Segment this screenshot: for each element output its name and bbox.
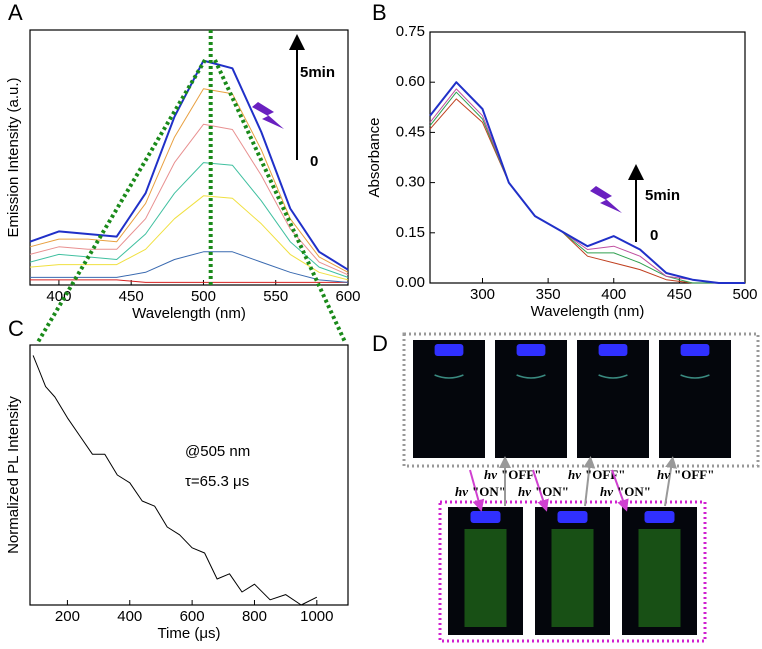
light-label: hν [518, 484, 531, 499]
x-axis-label: Wavelength (nm) [132, 305, 246, 322]
y-tick-label: 0.45 [396, 123, 425, 140]
y-tick-label: 0.30 [396, 174, 425, 191]
annotation: 5min [645, 187, 680, 204]
off-arrow [583, 456, 596, 507]
y-tick-label: 0.15 [396, 224, 425, 241]
photo [413, 340, 485, 458]
photo [659, 340, 731, 458]
zoom-line [36, 58, 207, 344]
vial-cap [557, 511, 588, 523]
vial-cap [470, 511, 501, 523]
x-axis-label: Time (μs) [157, 625, 220, 642]
annotation: 0 [310, 153, 318, 170]
panel-label: D [372, 331, 388, 356]
vial-rim [598, 374, 628, 379]
x-tick-label: 800 [242, 608, 267, 625]
photo [577, 340, 649, 458]
state-label: "ON" [472, 484, 506, 499]
plot-frame [29, 29, 349, 286]
x-tick-label: 550 [263, 288, 288, 305]
vial-rim [680, 374, 710, 379]
x-tick-label: 300 [470, 286, 495, 303]
panel-label: B [372, 0, 387, 25]
panel-label: C [8, 316, 24, 341]
x-tick-label: 500 [732, 286, 757, 303]
on-arrow [611, 469, 629, 512]
data-line [30, 251, 349, 283]
data-line [29, 195, 349, 281]
data-line [30, 279, 348, 283]
x-tick-label: 450 [667, 286, 692, 303]
photo [495, 340, 567, 458]
vial-cap [516, 344, 546, 356]
x-tick-label: 450 [119, 288, 144, 305]
light-label: hν [568, 467, 581, 482]
data-line [429, 81, 745, 284]
data-line [429, 91, 745, 284]
data-line [32, 355, 318, 606]
x-tick-label: 400 [601, 286, 626, 303]
state-label: "ON" [617, 484, 651, 499]
light-label: hν [484, 467, 497, 482]
light-label: hν [657, 467, 670, 482]
vial-cap [680, 344, 710, 356]
vial-cap [434, 344, 464, 356]
y-tick-label: 0.60 [396, 73, 425, 90]
x-tick-label: 200 [55, 608, 80, 625]
y-tick-label: 0.75 [396, 23, 425, 40]
off-arrow [664, 456, 677, 507]
annotation: 5min [300, 64, 335, 81]
annotation: @505 nm [185, 443, 250, 460]
x-tick-label: 500 [191, 288, 216, 305]
vial-glow [551, 529, 594, 627]
vial-rim [434, 374, 464, 379]
vial-glow [638, 529, 681, 627]
panel-label: A [8, 0, 23, 25]
vial-rim [516, 374, 546, 379]
x-tick-label: 350 [536, 286, 561, 303]
zoom-line [213, 59, 347, 343]
x-tick-label: 600 [180, 608, 205, 625]
vial-glow [464, 529, 507, 627]
y-axis-label: Absorbance [366, 117, 383, 197]
data-line [29, 123, 349, 276]
data-line [429, 98, 745, 284]
light-label: hν [455, 484, 468, 499]
on-arrow [532, 469, 549, 512]
off-frame [402, 332, 760, 468]
data-line [29, 162, 349, 278]
x-tick-label: 600 [335, 288, 360, 305]
data-line [29, 88, 349, 273]
vial-cap [598, 344, 628, 356]
data-line [29, 59, 349, 271]
x-tick-label: 400 [117, 608, 142, 625]
annotation: τ=65.3 μs [185, 473, 249, 490]
x-tick-label: 1000 [300, 608, 333, 625]
plot-frame [29, 344, 349, 606]
state-label: "OFF" [585, 467, 625, 482]
y-tick-label: 0.00 [396, 274, 425, 291]
light-label: hν [600, 484, 613, 499]
on-arrow [469, 469, 485, 512]
lightning-icon [252, 102, 284, 129]
x-axis-label: Wavelength (nm) [531, 303, 645, 320]
plot-frame [429, 31, 746, 284]
vial-cap [644, 511, 675, 523]
y-axis-label: Emission Intensity (a.u.) [5, 77, 22, 237]
on-frame [438, 500, 707, 643]
annotation: 0 [650, 227, 658, 244]
state-label: "OFF" [501, 467, 541, 482]
state-label: "ON" [535, 484, 569, 499]
y-axis-label: Normalized PL Intensity [5, 396, 22, 554]
x-tick-label: 400 [46, 288, 71, 305]
lightning-icon [590, 186, 622, 213]
state-label: "OFF" [674, 467, 714, 482]
